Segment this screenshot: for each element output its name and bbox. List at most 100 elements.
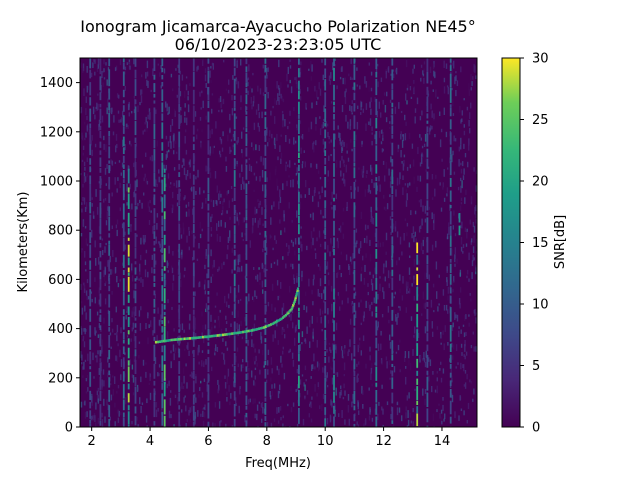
- noise-pixel: [368, 62, 370, 66]
- noise-pixel: [453, 60, 455, 69]
- noise-pixel: [460, 185, 462, 193]
- interference-segment: [245, 366, 248, 372]
- noise-pixel: [218, 98, 220, 103]
- noise-pixel: [115, 257, 117, 263]
- noise-pixel: [402, 134, 405, 142]
- noise-pixel: [335, 344, 337, 350]
- noise-pixel: [97, 58, 100, 65]
- noise-pixel: [436, 326, 439, 330]
- noise-pixel: [475, 317, 477, 324]
- noise-pixel: [282, 302, 285, 311]
- noise-pixel: [470, 87, 472, 91]
- noise-pixel: [310, 76, 312, 81]
- noise-pixel: [352, 396, 354, 403]
- interference-segment: [375, 350, 378, 366]
- noise-pixel: [101, 280, 103, 283]
- noise-pixel: [413, 335, 415, 338]
- noise-pixel: [414, 116, 416, 124]
- noise-pixel: [270, 357, 273, 365]
- interference-segment: [192, 276, 195, 288]
- noise-pixel: [260, 336, 263, 344]
- colorbar-tick-label: 15: [532, 236, 549, 251]
- noise-pixel: [201, 350, 204, 353]
- trace-point: [223, 333, 227, 336]
- noise-pixel: [222, 98, 225, 105]
- interference-segment: [449, 178, 452, 187]
- noise-pixel: [330, 308, 332, 315]
- noise-pixel: [80, 283, 82, 290]
- noise-pixel: [447, 86, 449, 95]
- noise-pixel: [389, 194, 391, 198]
- noise-pixel: [326, 123, 329, 127]
- noise-pixel: [199, 221, 201, 229]
- noise-pixel: [253, 172, 256, 176]
- noise-pixel: [443, 418, 445, 422]
- interference-segment: [163, 415, 166, 427]
- noise-pixel: [97, 93, 99, 96]
- interference-segment: [153, 172, 156, 187]
- noise-pixel: [385, 71, 387, 79]
- noise-pixel: [105, 220, 108, 226]
- trace-point: [183, 337, 186, 341]
- noise-pixel: [265, 264, 267, 269]
- noise-pixel: [271, 133, 273, 139]
- noise-pixel: [330, 285, 333, 292]
- noise-pixel: [283, 328, 285, 332]
- noise-pixel: [278, 201, 280, 210]
- noise-pixel: [94, 59, 96, 64]
- interference-segment: [127, 228, 130, 235]
- noise-pixel: [133, 191, 135, 198]
- interference-segment: [426, 120, 429, 124]
- trace-point: [247, 329, 250, 333]
- noise-pixel: [219, 154, 222, 158]
- interference-line: [324, 58, 327, 427]
- noise-pixel: [140, 306, 142, 311]
- interference-segment: [134, 106, 137, 121]
- noise-pixel: [276, 407, 278, 414]
- noise-pixel: [269, 391, 271, 397]
- noise-pixel: [114, 267, 117, 273]
- noise-pixel: [407, 84, 409, 91]
- noise-pixel: [211, 214, 213, 218]
- noise-pixel: [114, 376, 116, 385]
- noise-pixel: [466, 228, 468, 232]
- noise-pixel: [251, 142, 253, 147]
- noise-pixel: [141, 164, 144, 168]
- noise-pixel: [142, 130, 144, 135]
- noise-pixel: [323, 147, 325, 153]
- interference-segment: [99, 236, 102, 240]
- noise-pixel: [396, 260, 398, 266]
- noise-pixel: [117, 177, 119, 181]
- noise-pixel: [179, 110, 182, 118]
- noise-pixel: [361, 385, 363, 394]
- interference-segment: [449, 416, 452, 424]
- noise-pixel: [382, 160, 385, 165]
- noise-pixel: [334, 297, 336, 304]
- noise-pixel: [187, 342, 189, 351]
- trace-point: [207, 335, 210, 338]
- noise-pixel: [263, 361, 266, 368]
- noise-pixel: [253, 356, 255, 362]
- noise-pixel: [369, 271, 371, 275]
- noise-pixel: [319, 88, 322, 96]
- noise-pixel: [452, 113, 455, 116]
- trace-point: [198, 336, 201, 339]
- noise-pixel: [271, 368, 273, 374]
- interference-segment: [192, 174, 195, 185]
- interference-segment: [89, 128, 92, 144]
- noise-pixel: [259, 272, 261, 280]
- noise-pixel: [148, 220, 151, 225]
- x-tick-label: 8: [263, 434, 271, 449]
- noise-pixel: [383, 291, 385, 300]
- noise-pixel: [244, 233, 246, 236]
- interference-segment: [108, 240, 111, 244]
- noise-pixel: [155, 402, 158, 408]
- interference-segment: [108, 69, 111, 87]
- noise-pixel: [292, 359, 295, 367]
- noise-pixel: [248, 368, 250, 372]
- noise-pixel: [462, 175, 465, 181]
- interference-segment: [99, 103, 102, 108]
- noise-pixel: [82, 183, 84, 188]
- noise-pixel: [462, 364, 464, 369]
- noise-pixel: [163, 378, 165, 384]
